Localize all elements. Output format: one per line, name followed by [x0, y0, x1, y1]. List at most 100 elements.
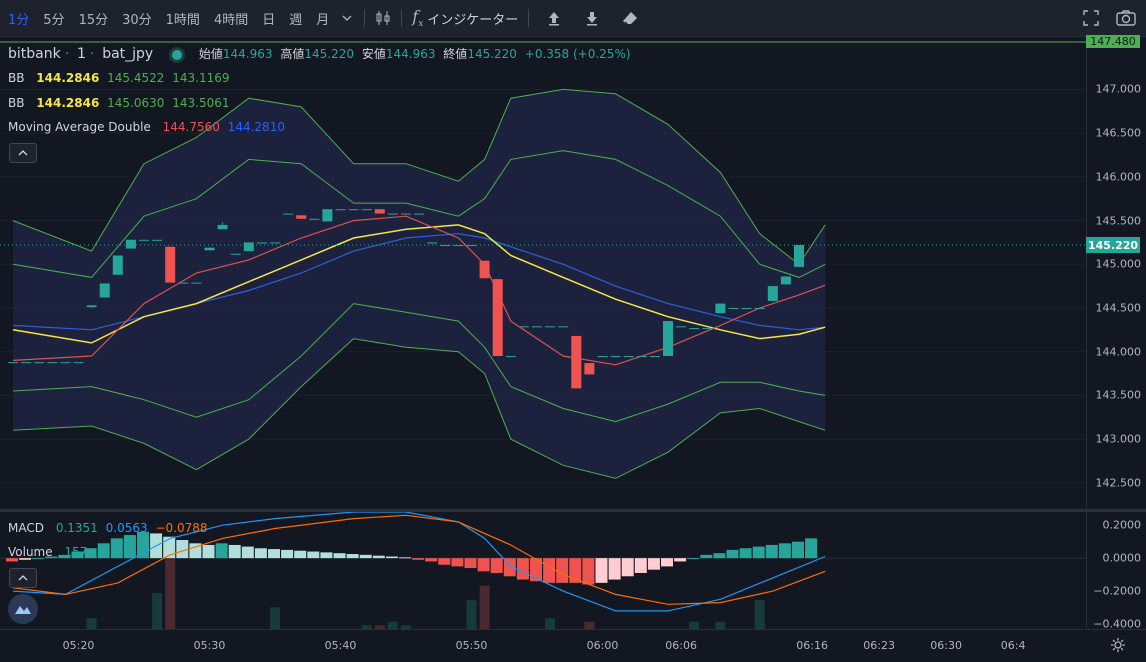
candle[interactable] [152, 239, 163, 241]
candle[interactable] [597, 356, 608, 358]
timeframe-7[interactable]: 週 [289, 12, 303, 28]
candle[interactable] [505, 356, 516, 358]
settings-gear-icon[interactable] [1110, 637, 1126, 653]
candle[interactable] [73, 362, 84, 364]
timeframe-group: 1分 5分 15分 30分 1時間 4時間日週月 [0, 9, 336, 28]
tradingview-logo-icon[interactable] [8, 594, 38, 624]
timeframe-2[interactable]: 15分 [78, 12, 109, 28]
candle[interactable] [34, 362, 45, 364]
candle[interactable] [204, 247, 215, 251]
macd-histogram-bar [215, 543, 228, 559]
candle[interactable] [663, 321, 673, 357]
download-icon[interactable] [573, 0, 611, 36]
camera-icon[interactable] [1106, 0, 1146, 36]
candle[interactable] [794, 245, 804, 267]
candle[interactable] [401, 213, 411, 215]
candle[interactable] [178, 282, 189, 284]
timeframe-3[interactable]: 30分 [122, 12, 152, 28]
candle[interactable] [453, 245, 464, 247]
eraser-icon[interactable] [611, 0, 649, 36]
candle[interactable] [767, 286, 778, 301]
candle[interactable] [361, 209, 372, 211]
candle[interactable] [125, 239, 136, 249]
candle[interactable] [374, 209, 385, 214]
macd-collapse-button[interactable] [9, 568, 37, 588]
candle[interactable] [322, 209, 333, 222]
candle[interactable] [47, 362, 58, 364]
candle[interactable] [518, 326, 529, 328]
candle[interactable] [479, 260, 490, 279]
candle[interactable] [610, 356, 621, 358]
bb-outer-lower-line [12, 338, 826, 479]
candle[interactable] [689, 328, 700, 330]
candle[interactable] [112, 255, 123, 275]
candle[interactable] [623, 356, 634, 358]
macd-histogram-bar [359, 554, 372, 559]
candles-icon[interactable] [371, 0, 395, 36]
candle[interactable] [283, 213, 294, 215]
candle[interactable] [296, 215, 307, 219]
candle[interactable] [230, 253, 241, 255]
candle[interactable] [348, 209, 359, 211]
candle[interactable] [99, 283, 110, 298]
candle[interactable] [139, 239, 149, 241]
macd-scale-label: 0.0000 [1102, 551, 1142, 565]
candle[interactable] [191, 282, 202, 284]
indicators-button[interactable]: fx インジケーター [408, 0, 522, 36]
candle[interactable] [754, 307, 765, 309]
macd-chart[interactable] [0, 512, 1086, 629]
timeframe-6[interactable]: 日 [262, 12, 276, 28]
candle[interactable] [676, 326, 687, 328]
pane-divider[interactable] [0, 509, 1146, 512]
candle[interactable] [309, 218, 320, 220]
candle[interactable] [387, 213, 398, 215]
candle[interactable] [414, 213, 425, 215]
macd-histogram-bar [739, 548, 752, 559]
upload-icon[interactable] [535, 0, 573, 36]
fullscreen-icon[interactable] [1076, 0, 1106, 36]
candle[interactable] [715, 303, 726, 314]
candle[interactable] [217, 224, 228, 230]
candle[interactable] [243, 242, 254, 252]
chevron-down-icon[interactable] [336, 0, 358, 36]
symbol-legend: bitbank · 1 · bat_jpy 始値144.963 高値145.220 … [8, 46, 631, 63]
ma-fast: 144.7560 [162, 120, 220, 134]
candle[interactable] [492, 279, 503, 357]
timeframe-0[interactable]: 1分 [8, 12, 30, 28]
candle[interactable] [545, 326, 556, 328]
candle[interactable] [427, 242, 438, 244]
candle[interactable] [780, 276, 791, 285]
candle[interactable] [702, 328, 713, 330]
candle[interactable] [256, 242, 267, 244]
candle[interactable] [532, 326, 542, 328]
legend-collapse-button[interactable] [9, 143, 37, 163]
candle[interactable] [165, 246, 176, 283]
candle[interactable] [636, 356, 647, 358]
candle[interactable] [741, 307, 752, 309]
candle[interactable] [571, 335, 582, 389]
timeframe-8[interactable]: 月 [316, 12, 330, 28]
price-scale[interactable]: 147.000 146.500 146.000 145.500 145.000 144.5… [1086, 37, 1146, 631]
candle[interactable] [584, 363, 595, 375]
time-axis[interactable]: 05:20 05:30 05:40 05:50 06:00 06:06 06:16 06:23… [0, 629, 1146, 662]
timeframe-4[interactable]: 1時間 [165, 12, 200, 28]
timeframe-5[interactable]: 4時間 [213, 12, 249, 28]
candle[interactable] [335, 209, 346, 211]
macd-histogram-bar [32, 558, 45, 560]
candle[interactable] [466, 245, 477, 247]
macd-histogram-bar [372, 555, 385, 559]
candle[interactable] [8, 362, 18, 364]
candle[interactable] [270, 242, 280, 244]
candle[interactable] [21, 362, 32, 364]
macd-histogram-bar [687, 558, 700, 560]
candle[interactable] [649, 356, 660, 358]
candle[interactable] [728, 307, 739, 309]
timeframe-1[interactable]: 5分 [43, 12, 65, 28]
price-chart[interactable] [0, 37, 1086, 509]
time-label: 06:4 [1000, 639, 1026, 652]
candle[interactable] [440, 245, 451, 247]
candle[interactable] [86, 305, 97, 308]
price-label: 143.000 [1095, 432, 1142, 446]
candle[interactable] [558, 326, 569, 328]
candle[interactable] [60, 362, 71, 364]
